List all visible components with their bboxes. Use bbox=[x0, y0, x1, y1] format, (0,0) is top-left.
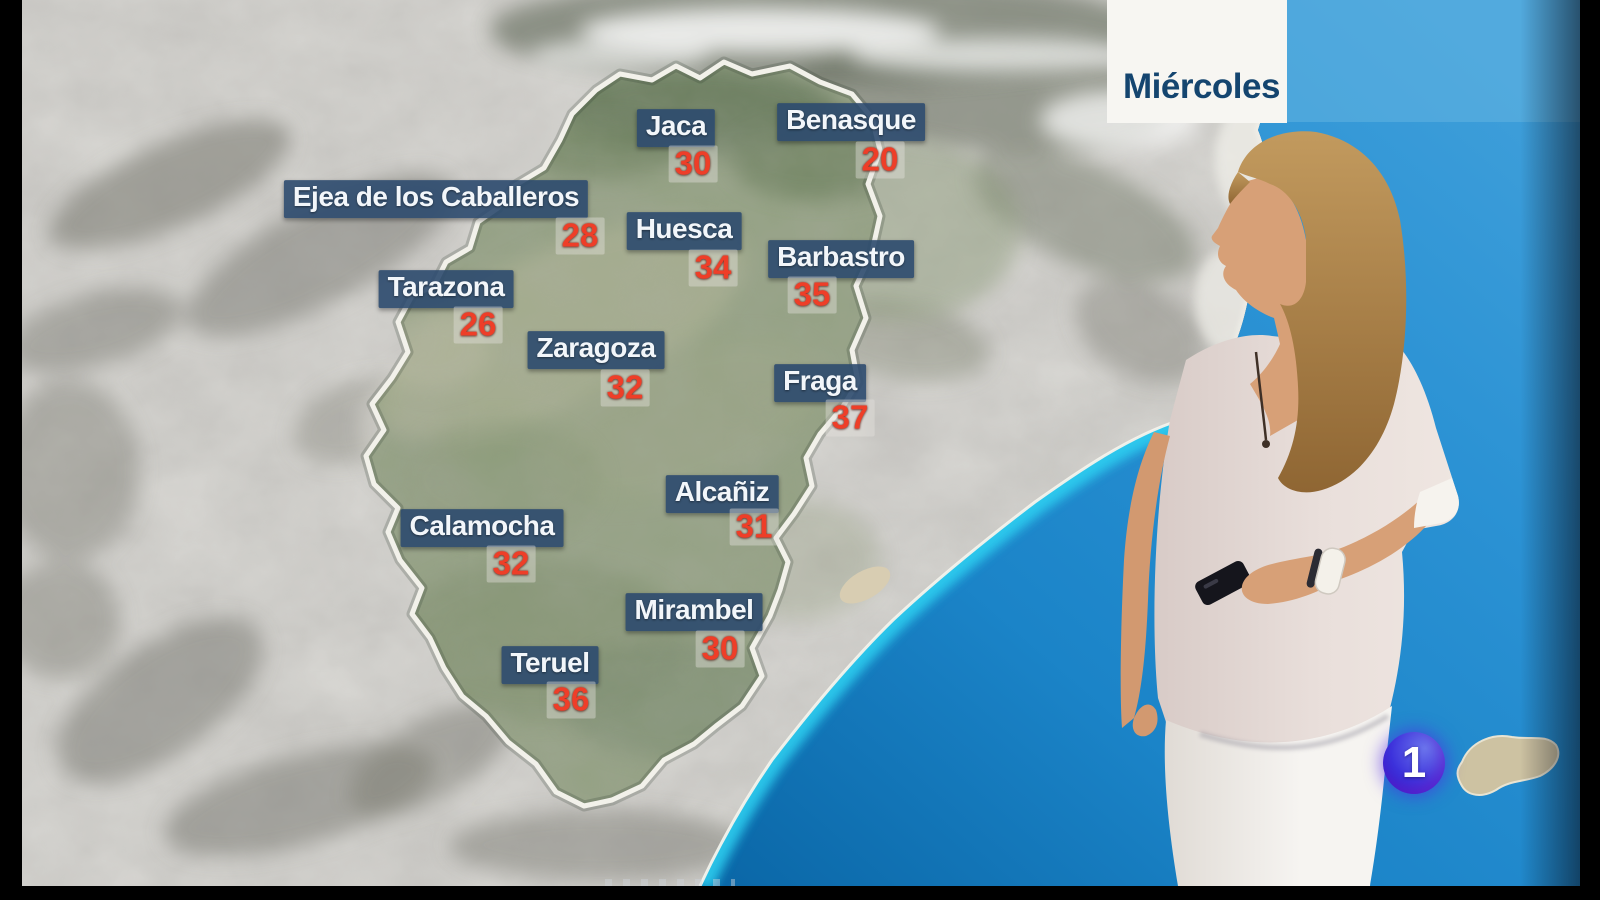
day-banner: Miércoles bbox=[1107, 0, 1287, 123]
day-label: Miércoles bbox=[1123, 67, 1280, 106]
ebro-delta bbox=[839, 566, 891, 604]
city-label-calamocha: Calamocha bbox=[400, 509, 564, 547]
presenter-right-arm bbox=[1330, 496, 1436, 580]
weather-map-scene bbox=[22, 0, 1580, 886]
city-temp-fraga: 37 bbox=[825, 399, 875, 437]
city-label-teruel: Teruel bbox=[501, 646, 599, 684]
coastline bbox=[698, 418, 1181, 886]
remote-control bbox=[1195, 560, 1251, 606]
city-label-mirambel: Mirambel bbox=[625, 593, 763, 631]
city-temp-ejea-de-los-caballeros: 28 bbox=[555, 217, 605, 255]
city-temp-calamocha: 32 bbox=[486, 545, 536, 583]
city-label-tarazona: Tarazona bbox=[378, 270, 514, 308]
bracelet bbox=[1306, 547, 1346, 595]
city-temp-zaragoza: 32 bbox=[600, 369, 650, 407]
presenter-face bbox=[1211, 176, 1313, 436]
city-temp-benasque: 20 bbox=[855, 141, 905, 179]
illegible-watermark bbox=[605, 879, 735, 886]
city-label-benasque: Benasque bbox=[777, 103, 925, 141]
city-temp-alcaniz: 31 bbox=[729, 508, 779, 546]
city-temp-tarazona: 26 bbox=[453, 306, 503, 344]
channel-logo-digit: 1 bbox=[1401, 738, 1427, 787]
snow-patches bbox=[530, 8, 1200, 150]
channel-logo-la1: 1 bbox=[1383, 732, 1445, 794]
city-label-ejea-de-los-caballeros: Ejea de los Caballeros bbox=[283, 180, 589, 218]
city-label-zaragoza: Zaragoza bbox=[527, 331, 665, 369]
presenter-pants bbox=[1164, 706, 1392, 886]
presenter-left-arm bbox=[1120, 432, 1170, 728]
presenter-hair bbox=[1238, 131, 1407, 493]
presenter-blouse bbox=[1154, 335, 1459, 750]
city-temp-mirambel: 30 bbox=[695, 630, 745, 668]
sleeve-cuff bbox=[1414, 478, 1459, 528]
broadcast-viewport: Jaca 30 Benasque 20 Ejea de los Caballeros 28… bbox=[22, 0, 1580, 886]
city-label-barbastro: Barbastro bbox=[768, 240, 914, 278]
city-label-layer: Jaca 30 Benasque 20 Ejea de los Caballeros 28… bbox=[22, 0, 1580, 886]
city-label-jaca: Jaca bbox=[636, 109, 716, 147]
city-temp-huesca: 34 bbox=[688, 249, 738, 287]
city-label-fraga: Fraga bbox=[774, 364, 866, 402]
city-temp-barbastro: 35 bbox=[787, 276, 837, 314]
city-label-huesca: Huesca bbox=[626, 212, 742, 250]
presenter-necklace bbox=[1254, 351, 1268, 441]
city-temp-teruel: 36 bbox=[546, 681, 596, 719]
presenter bbox=[1120, 131, 1459, 886]
edge-vignette bbox=[1520, 0, 1580, 886]
city-label-alcaniz: Alcañiz bbox=[665, 475, 779, 513]
city-temp-jaca: 30 bbox=[668, 145, 718, 183]
